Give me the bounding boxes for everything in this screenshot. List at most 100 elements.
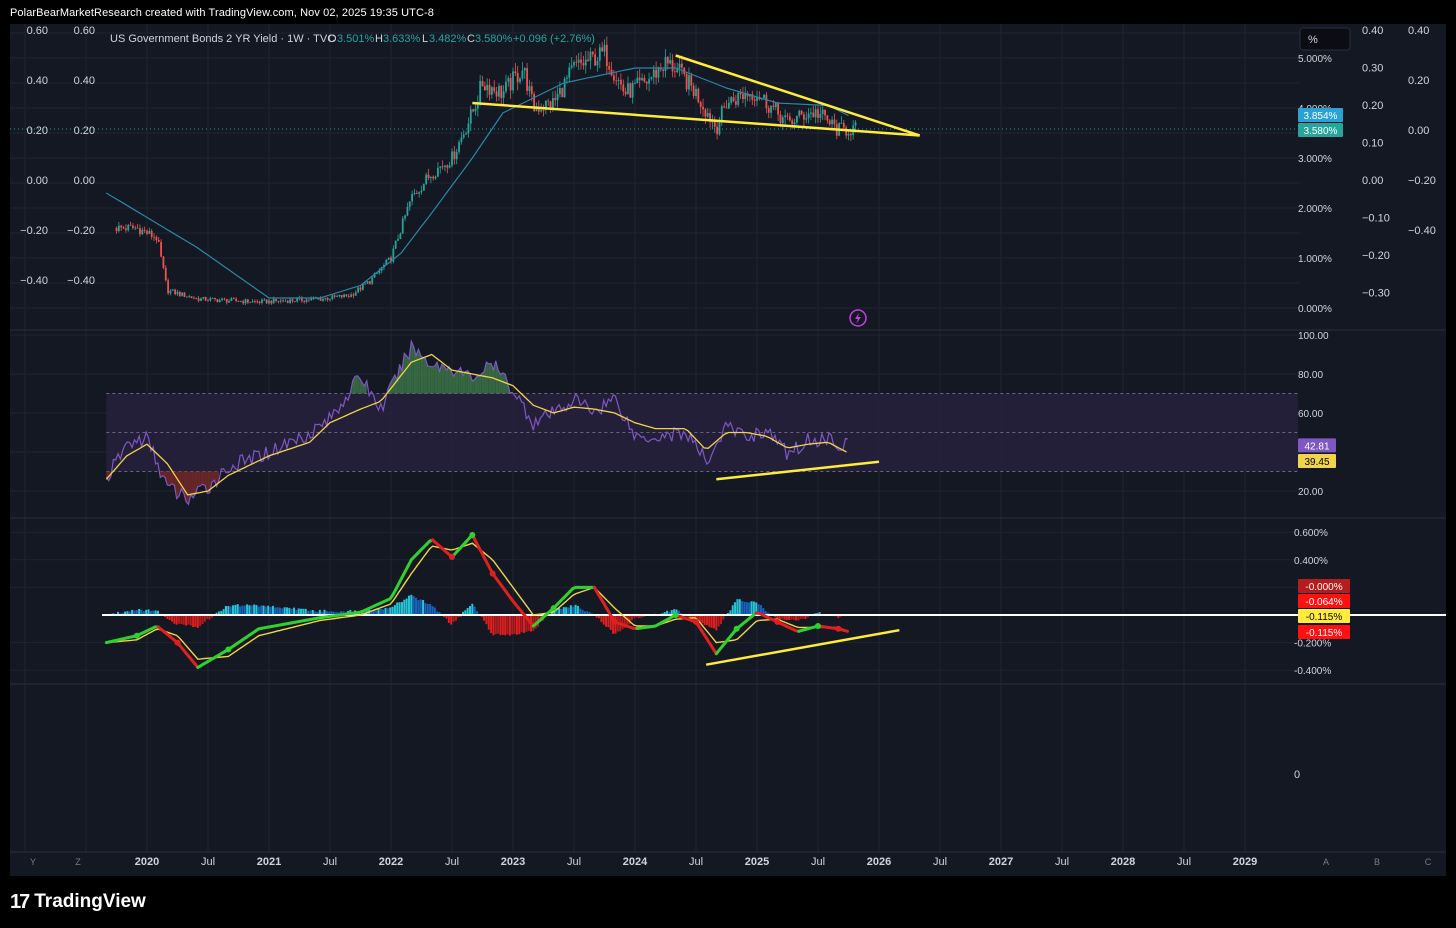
macd-hist-bar xyxy=(748,602,751,615)
macd-badge-3-box xyxy=(1298,609,1350,623)
rsi-badge-text: 42.81 xyxy=(1304,441,1329,452)
macd-hist-bar xyxy=(147,609,150,615)
price-trendlines[interactable] xyxy=(472,54,921,137)
macd-hist-bar xyxy=(307,610,310,615)
rsi-overbought-fill xyxy=(477,376,480,394)
candle-body xyxy=(359,287,362,290)
macd-hist-bar xyxy=(330,611,333,615)
candle-body xyxy=(791,120,794,125)
candle-body xyxy=(272,298,275,304)
macd-hist-bar xyxy=(389,607,392,615)
chart-canvas[interactable]: US Government Bonds 2 YR Yield · 1W · TV… xyxy=(10,24,1446,876)
candle-body xyxy=(458,141,460,152)
macd-hist-bar xyxy=(128,611,131,615)
rsi-oversold-fill xyxy=(197,471,201,487)
macd-hist-bar xyxy=(321,611,324,615)
rsi-axis-tick: 80.00 xyxy=(1298,370,1323,381)
macd-hist-bar xyxy=(476,611,479,615)
rsi-overbought-fill xyxy=(399,364,402,394)
macd-hist-bar xyxy=(149,610,152,615)
macd-hist-bar xyxy=(379,608,382,615)
left-inner-tick: −0.40 xyxy=(67,275,95,287)
rsi-ma-line xyxy=(105,353,847,496)
macd-hist-bar xyxy=(166,615,169,619)
right-inner-tick: −0.10 xyxy=(1362,213,1390,225)
macd-hist-bar xyxy=(224,605,227,615)
candle-body xyxy=(824,109,826,116)
lightning-icon[interactable] xyxy=(849,309,867,327)
macd-hist-bar xyxy=(215,612,218,615)
rsi-trendline[interactable] xyxy=(716,460,880,481)
macd-hist-bar xyxy=(837,615,840,618)
legend-l-value: 3.482% xyxy=(429,33,467,45)
macd-hist-bar xyxy=(126,611,129,615)
corner-button-y[interactable]: Y xyxy=(30,857,36,867)
macd-hist-bar xyxy=(325,611,328,615)
macd-hist-bar xyxy=(558,608,561,615)
candle-body xyxy=(230,298,233,301)
candle-body xyxy=(413,193,416,195)
moving-average-line xyxy=(105,67,849,299)
candle-body xyxy=(765,94,768,109)
candle-body xyxy=(249,302,252,304)
candle-body xyxy=(209,298,212,301)
rsi-oversold-fill xyxy=(200,471,203,487)
macd-hist-bar xyxy=(663,612,666,615)
candle-body xyxy=(509,78,512,91)
candle-body xyxy=(474,108,477,112)
corner-button-c[interactable]: C xyxy=(1425,857,1432,867)
candle-body xyxy=(751,94,754,100)
time-axis[interactable]: 2020 Jul 2021 Jul 2022 Jul 2023 Jul 2024 Jul 2025 J… xyxy=(10,851,1446,868)
rsi-overbought-fill xyxy=(444,366,447,394)
candle-body xyxy=(366,281,369,284)
rsi-oversold-fill xyxy=(216,471,219,487)
macd-hist-bar xyxy=(431,606,434,615)
macd-hist-bar xyxy=(285,607,288,615)
macd-hist-bar xyxy=(621,615,624,630)
macd-hist-bar xyxy=(562,607,565,615)
macd-hist-bar xyxy=(173,615,176,624)
macd-trendline[interactable] xyxy=(705,628,900,666)
macd-hist-bar xyxy=(525,615,528,632)
chart-frame[interactable]: US Government Bonds 2 YR Yield · 1W · TV… xyxy=(10,24,1446,876)
rsi-overbought-fill xyxy=(357,375,360,394)
candle-body xyxy=(601,47,604,52)
price-trendline-2[interactable] xyxy=(675,54,921,137)
macd-hist-bar xyxy=(436,611,439,615)
macd-badge-4-text: -0.115% xyxy=(1306,628,1343,639)
candle-body xyxy=(573,62,575,66)
macd-badge-1-text: -0.000% xyxy=(1305,582,1342,593)
candle-body xyxy=(849,133,852,136)
corner-button-z[interactable]: Z xyxy=(75,857,81,867)
candle-body xyxy=(317,298,320,300)
macd-hist-bar xyxy=(717,615,720,627)
macd-badge-2: -0.064% xyxy=(1298,594,1350,608)
macd-axis-tick: -0.200% xyxy=(1294,639,1331,650)
macd-cross-dot xyxy=(774,618,781,625)
candle-body xyxy=(275,298,277,302)
macd-hist-bar xyxy=(586,611,589,615)
candle-body xyxy=(418,192,421,194)
price-trendline-1[interactable] xyxy=(472,101,920,137)
macd-hist-bar xyxy=(255,605,258,615)
right-inner-tick: 0.10 xyxy=(1362,138,1383,150)
macd-hist-bar xyxy=(248,605,251,615)
candle-body xyxy=(406,206,409,216)
rsi-overbought-fill xyxy=(408,341,412,394)
rsi-overbought-fill xyxy=(439,364,442,394)
macd-hist-bar xyxy=(187,615,190,625)
macd-hist-bar xyxy=(438,612,441,615)
macd-hist-bar xyxy=(314,611,317,615)
rsi-overbought-fill xyxy=(451,371,454,394)
percent-scale-button[interactable]: % xyxy=(1299,27,1351,51)
candle-body xyxy=(481,80,484,87)
corner-button-a[interactable]: A xyxy=(1323,857,1329,867)
corner-button-b[interactable]: B xyxy=(1374,857,1380,867)
right-outer-tick: 0.40 xyxy=(1408,25,1429,37)
candle-body xyxy=(258,301,261,304)
candle-body xyxy=(549,101,552,109)
macd-hist-bar xyxy=(508,615,511,636)
tradingview-brand[interactable]: 17 TradingView xyxy=(10,890,146,914)
price-axis-tick: 3.000% xyxy=(1298,154,1332,165)
